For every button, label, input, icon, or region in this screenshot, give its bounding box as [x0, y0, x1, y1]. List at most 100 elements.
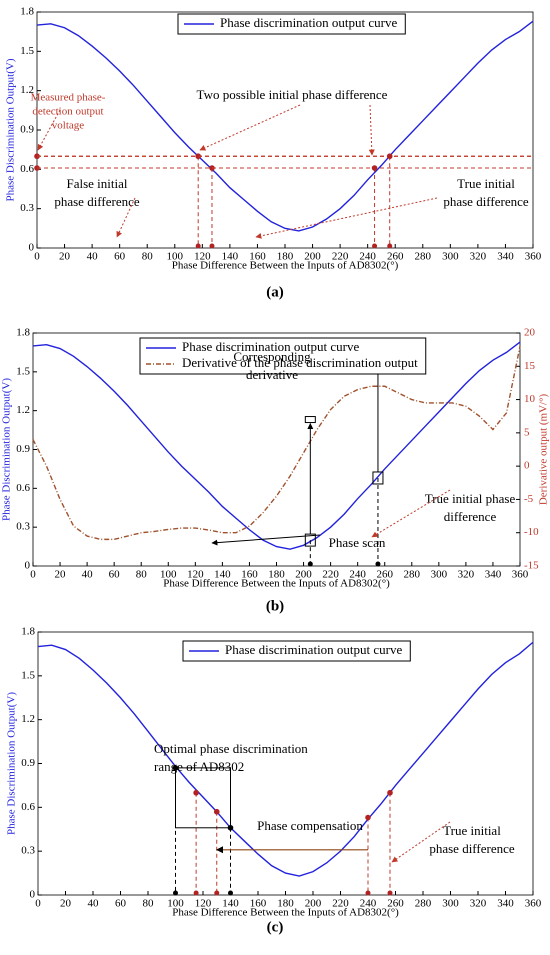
- x-tick-label: 340: [485, 569, 502, 581]
- y2-tick-label: -15: [524, 560, 539, 572]
- annotation: True initial phase: [425, 491, 516, 506]
- axis-dot: [214, 890, 220, 896]
- marker: [193, 789, 199, 796]
- marker-box: [304, 416, 316, 424]
- y-tick-label: 1.2: [16, 404, 30, 416]
- x-tick-label: 80: [143, 898, 155, 910]
- annotation: detection output: [32, 106, 103, 118]
- legend: Phase discrimination output curveDerivat…: [139, 337, 427, 375]
- x-tick-label: 260: [387, 898, 404, 910]
- x-tick-label: 120: [187, 569, 204, 581]
- x-tick-label: 320: [470, 251, 487, 263]
- y-tick-label: 1.8: [21, 626, 35, 638]
- annotation: False initial: [66, 176, 127, 191]
- x-tick-label: 140: [222, 898, 239, 910]
- y-tick-label: 1.2: [20, 84, 34, 96]
- annotation: Phase compensation: [257, 818, 363, 833]
- y-tick-label: 0: [25, 560, 31, 572]
- y-axis-label: Phase Discrimination Output(V): [5, 58, 17, 201]
- x-tick-label: 260: [376, 569, 393, 581]
- axis-dot: [387, 243, 393, 249]
- caption: (b): [266, 598, 284, 614]
- pointer-arrow: [255, 197, 438, 239]
- series-line: [36, 20, 534, 232]
- annotation: voltage: [52, 120, 84, 132]
- y2-tick-label: 5: [524, 426, 530, 438]
- x-tick-label: 160: [250, 898, 267, 910]
- x-tick-label: 40: [88, 898, 100, 910]
- x-tick-label: 200: [295, 569, 312, 581]
- y2-tick-label: -10: [524, 526, 539, 538]
- x-tick-label: 280: [404, 569, 421, 581]
- marker: [213, 808, 220, 815]
- axis-dot: [173, 890, 178, 896]
- series-line: [32, 341, 521, 550]
- legend-label: Derivative of the phase discrimination o…: [182, 355, 418, 370]
- plot-frame: [36, 11, 534, 249]
- x-axis-label: Phase Difference Between the Inputs of A…: [163, 578, 390, 590]
- pointer-arrow: [371, 489, 451, 538]
- x-tick-label: 80: [136, 569, 148, 581]
- x-axis-label: Phase Difference Between the Inputs of A…: [172, 907, 399, 919]
- marker: [371, 165, 378, 171]
- y-tick-label: 0.3: [16, 521, 30, 533]
- pointer-arrow: [116, 197, 136, 238]
- x-axis-label: Phase Difference Between the Inputs of A…: [172, 260, 399, 272]
- x-tick-label: 340: [497, 251, 514, 263]
- legend-label: Phase discrimination output curve: [182, 339, 360, 354]
- annotation: phase difference: [54, 194, 140, 209]
- x-tick-label: 0: [35, 898, 41, 910]
- y2-tick-label: 15: [524, 360, 536, 372]
- x-tick-label: 280: [415, 251, 432, 263]
- y-tick-label: 1.5: [20, 45, 34, 57]
- x-tick-label: 220: [332, 251, 349, 263]
- caption: (a): [266, 284, 284, 300]
- y-tick-label: 0.9: [20, 124, 34, 136]
- annotation: Corresponding: [233, 349, 311, 364]
- legend: Phase discrimination output curve: [182, 640, 411, 662]
- y2-tick-label: -5: [524, 493, 534, 505]
- marker: [365, 814, 371, 821]
- x-tick-label: 60: [109, 569, 121, 581]
- marker: [209, 165, 215, 171]
- annotation: Optimal phase discrimination: [154, 741, 308, 756]
- x-tick-label: 220: [332, 898, 349, 910]
- axis-dot: [365, 890, 371, 896]
- x-tick-label: 340: [497, 898, 514, 910]
- x-tick-label: 120: [195, 898, 212, 910]
- range-box: [175, 767, 231, 829]
- x-tick-label: 180: [277, 251, 294, 263]
- y-tick-label: 0.3: [21, 845, 35, 857]
- x-tick-label: 260: [387, 251, 404, 263]
- x-tick-label: 320: [458, 569, 475, 581]
- axis-dot: [193, 890, 199, 896]
- x-tick-label: 160: [249, 251, 266, 263]
- x-tick-label: 100: [167, 251, 184, 263]
- x-tick-label: 240: [360, 898, 377, 910]
- legend-label: Phase discrimination output curve: [225, 642, 403, 657]
- x-tick-label: 360: [525, 251, 542, 263]
- marker: [387, 789, 393, 796]
- axis-dot: [195, 243, 201, 249]
- annotation: Measured phase-: [31, 92, 106, 104]
- x-tick-label: 140: [222, 251, 239, 263]
- annotation: True initial: [457, 176, 515, 191]
- x-tick-label: 360: [525, 898, 542, 910]
- axis-dot: [375, 561, 381, 567]
- x-tick-label: 80: [142, 251, 154, 263]
- x-tick-label: 120: [194, 251, 211, 263]
- x-tick-label: 40: [87, 251, 99, 263]
- y2-axis-label: Derivative output (mV/°): [538, 394, 550, 506]
- annotation: phase difference: [443, 194, 529, 209]
- legend-label: Phase discrimination output curve: [220, 15, 398, 30]
- x-tick-label: 0: [34, 251, 40, 263]
- x-tick-label: 40: [82, 569, 94, 581]
- annotation: Two possible initial phase difference: [197, 87, 388, 102]
- y-tick-label: 0.6: [20, 163, 34, 175]
- y-tick-label: 0.3: [20, 202, 34, 214]
- y2-tick-label: 10: [524, 393, 536, 405]
- x-tick-label: 240: [359, 251, 376, 263]
- x-tick-label: 160: [241, 569, 258, 581]
- axis-dot: [387, 890, 393, 896]
